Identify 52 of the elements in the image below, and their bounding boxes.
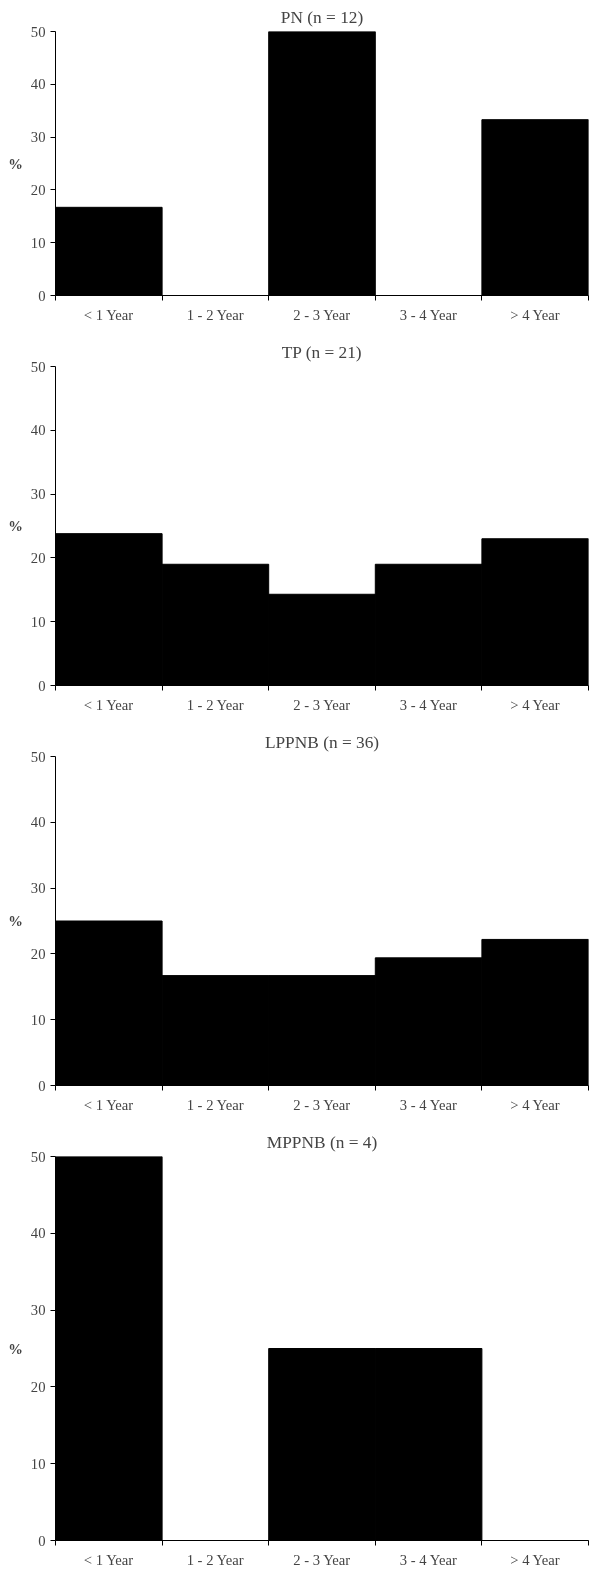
y-axis-title: % [8,1340,23,1357]
chart-title: LPPNB (n = 36) [264,732,380,752]
y-tick-label: 40 [30,422,46,439]
y-tick-label: 30 [30,880,46,897]
y-tick-label: 20 [30,549,46,566]
y-tick-label: 50 [30,358,46,375]
x-tick-label: > 4 Year [510,696,560,713]
x-tick-label: 3 - 4 Year [399,1096,457,1113]
y-axis-title: % [8,518,23,534]
y-tick-label: 10 [30,613,46,630]
y-tick-label: 30 [30,486,46,503]
y-tick-label: 20 [30,1378,46,1395]
x-tick-label: > 4 Year [510,306,560,323]
y-tick-label: 30 [30,1302,46,1319]
chart-title: MPPNB (n = 4) [266,1132,378,1152]
x-tick-label: 2 - 3 Year [293,1551,351,1568]
y-tick-label: 50 [30,1148,46,1165]
y-tick-label: 50 [30,23,46,40]
x-tick-label: 2 - 3 Year [293,1096,351,1113]
y-tick-label: 10 [30,234,46,251]
y-axis-title: % [8,913,23,929]
y-tick-label: 0 [38,677,46,694]
y-tick-label: 0 [38,1077,46,1094]
x-tick-label: 2 - 3 Year [293,306,351,323]
x-tick-label: < 1 Year [83,696,134,713]
x-tick-label: < 1 Year [83,1096,134,1113]
x-tick-label: > 4 Year [510,1096,560,1113]
y-tick-label: 50 [30,748,46,765]
y-tick-label: 10 [30,1455,46,1472]
y-tick-label: 40 [30,1225,46,1242]
x-tick-label: 3 - 4 Year [399,306,457,323]
x-tick-label: 1 - 2 Year [186,306,244,323]
chart-title: TP (n = 21) [281,342,362,362]
y-tick-label: 40 [30,814,46,831]
x-tick-label: 2 - 3 Year [293,696,351,713]
x-tick-label: 3 - 4 Year [399,1551,457,1568]
y-axis-title: % [8,155,23,172]
y-tick-label: 0 [38,1532,46,1549]
x-tick-label: < 1 Year [83,306,134,323]
y-tick-label: 20 [30,181,46,198]
chart-title: PN (n = 12) [280,7,364,27]
y-tick-label: 20 [30,945,46,962]
x-tick-label: 1 - 2 Year [186,1551,244,1568]
y-tick-label: 10 [30,1011,46,1028]
x-tick-label: 3 - 4 Year [399,696,457,713]
x-tick-label: 1 - 2 Year [186,1096,244,1113]
y-tick-label: 0 [38,287,46,304]
x-tick-label: > 4 Year [510,1551,560,1568]
y-tick-label: 30 [30,129,46,146]
y-tick-label: 40 [30,76,46,93]
x-tick-label: 1 - 2 Year [186,696,244,713]
x-tick-label: < 1 Year [83,1551,134,1568]
